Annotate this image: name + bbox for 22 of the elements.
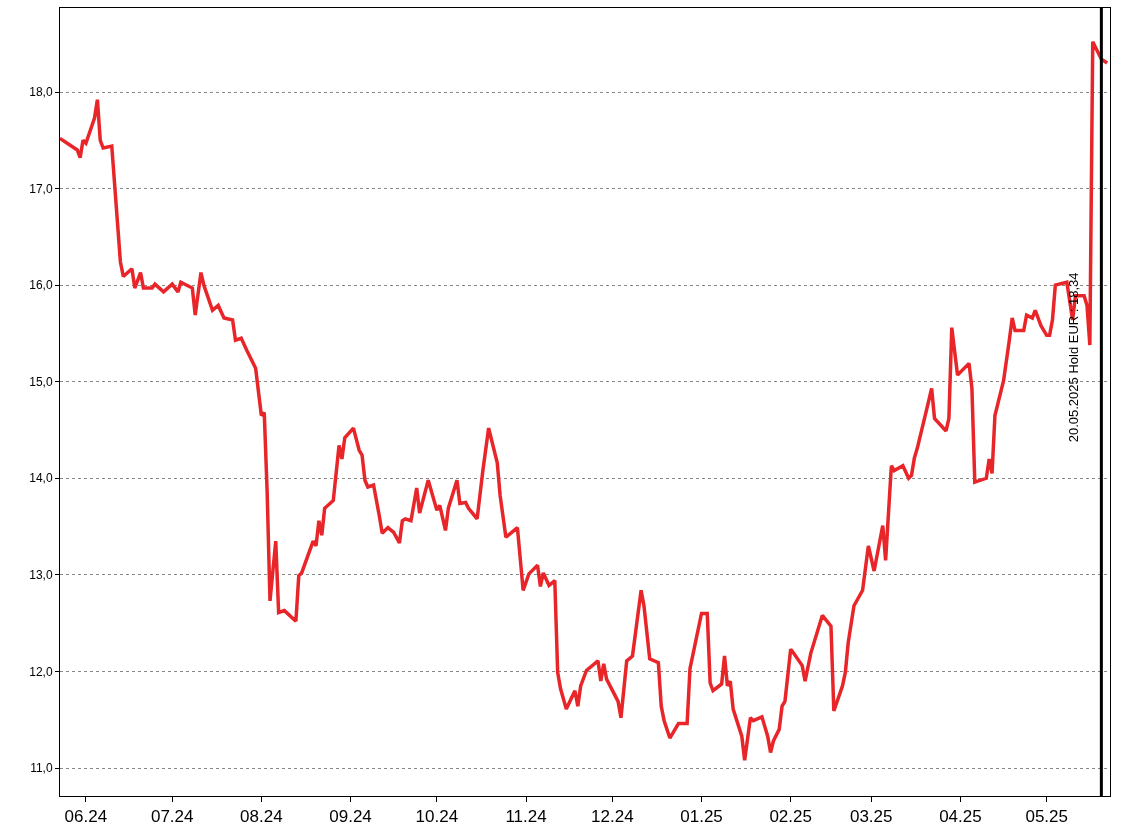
x-tick-label: 03.25 — [849, 807, 893, 827]
x-tick-label: 09.24 — [329, 807, 372, 827]
x-tick-label: 01.25 — [680, 807, 723, 827]
y-tick-label: 17,0 — [29, 181, 53, 196]
y-tick-label: 11,0 — [30, 761, 53, 776]
y-tick-label: 16,0 — [29, 278, 53, 293]
x-tick-label: 07.24 — [150, 807, 194, 827]
x-tick-label: 10.24 — [415, 807, 459, 827]
y-tick-label: 18,0 — [29, 85, 53, 100]
y-tick-label: 13,0 — [29, 568, 53, 583]
x-tick-label: 12.24 — [591, 807, 634, 827]
x-tick-label: 04.25 — [939, 807, 982, 827]
y-tick-label: 14,0 — [29, 471, 53, 486]
y-tick-label: 15,0 — [29, 374, 53, 389]
x-tick-label: 08.24 — [240, 807, 283, 827]
x-tick-label: 11.24 — [505, 807, 547, 827]
x-tick-label: 02.25 — [769, 807, 812, 827]
ref-line-label: 20.05.2025 Hold EUR : 18,34 — [1066, 272, 1082, 443]
x-tick-label: 06.24 — [64, 807, 108, 827]
x-tick-label: 05.25 — [1025, 807, 1068, 827]
line-series — [60, 40, 1109, 763]
y-tick-label: 12,0 — [29, 664, 53, 679]
